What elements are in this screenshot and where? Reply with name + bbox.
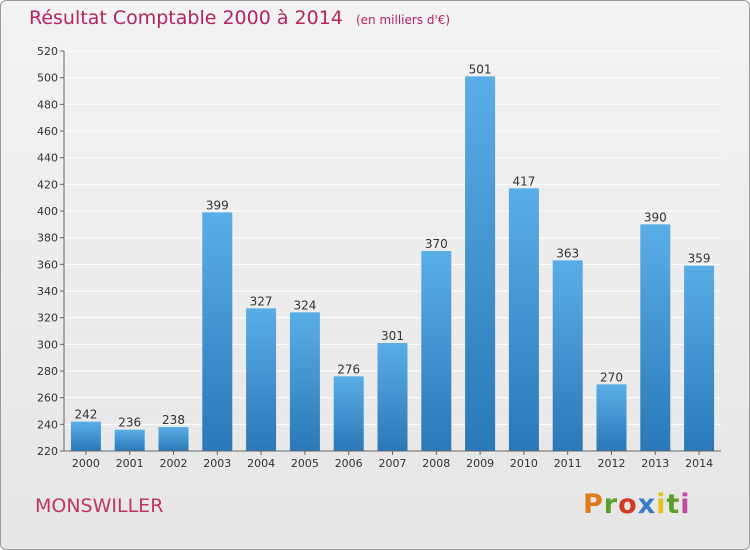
bar-value-label: 359 (688, 252, 711, 266)
bar-value-label: 501 (469, 62, 492, 76)
x-tick-label: 2012 (598, 457, 626, 470)
x-tick-label: 2013 (641, 457, 669, 470)
y-tick-label: 460 (37, 125, 58, 138)
brand-letter: P (583, 489, 604, 520)
bar-value-label: 370 (425, 237, 448, 251)
y-tick-label: 480 (37, 98, 58, 111)
bar (684, 265, 715, 451)
x-tick-label: 2010 (510, 457, 538, 470)
y-tick-label: 520 (37, 45, 58, 58)
bar-value-label: 242 (74, 408, 97, 422)
bar-value-label: 270 (600, 370, 623, 384)
bar-value-label: 363 (556, 246, 579, 260)
bar (377, 343, 408, 451)
brand-letter: r (603, 489, 619, 520)
y-tick-label: 400 (37, 205, 58, 218)
x-tick-label: 2014 (685, 457, 713, 470)
y-tick-label: 220 (37, 445, 58, 458)
bar (246, 308, 277, 451)
x-tick-label: 2008 (422, 457, 450, 470)
bar-value-label: 399 (206, 198, 229, 212)
bar (333, 376, 364, 451)
x-tick-label: 2009 (466, 457, 494, 470)
brand-letter: i (656, 489, 667, 520)
x-tick-label: 2006 (335, 457, 363, 470)
x-tick-label: 2003 (203, 457, 231, 470)
bar-value-label: 276 (337, 362, 360, 376)
y-tick-label: 280 (37, 365, 58, 378)
bar (552, 260, 583, 451)
x-tick-label: 2005 (291, 457, 319, 470)
bar-value-label: 327 (250, 294, 273, 308)
bar (421, 251, 452, 451)
x-tick-label: 2002 (160, 457, 188, 470)
bar (202, 212, 233, 451)
bars: 242 236 238 399 327 324 276 301 370 501 417 363 270 3… (70, 62, 715, 452)
y-tick-label: 300 (37, 338, 58, 351)
bar-value-label: 324 (293, 298, 316, 312)
bar (114, 429, 145, 451)
chart-title: Résultat Comptable 2000 à 2014 (29, 7, 343, 29)
y-tick-label: 320 (37, 312, 58, 325)
y-tick-label: 340 (37, 285, 58, 298)
y-tick-label: 360 (37, 258, 58, 271)
bar (596, 384, 627, 451)
y-tick-label: 440 (37, 152, 58, 165)
x-tick-label: 2004 (247, 457, 275, 470)
bar-value-label: 417 (512, 174, 535, 188)
bar-value-label: 238 (162, 413, 185, 427)
y-tick-label: 500 (37, 72, 58, 85)
bar-value-label: 390 (644, 210, 667, 224)
x-tick-label: 2001 (116, 457, 144, 470)
y-tick-label: 260 (37, 392, 58, 405)
x-tick-label: 2000 (72, 457, 100, 470)
x-tick-label: 2007 (379, 457, 407, 470)
bar-value-label: 301 (381, 329, 404, 343)
y-tick-label: 380 (37, 232, 58, 245)
bar (70, 421, 101, 451)
axes: 220 240 260 280 300 320 340 360 380 400 420 440 460 4… (37, 45, 721, 470)
chart-unit-label: (en milliers d'€) (355, 13, 451, 27)
bar (465, 76, 496, 451)
brand-letter: t (666, 489, 681, 520)
bar (158, 427, 189, 451)
y-tick-label: 240 (37, 418, 58, 431)
bar-value-label: 236 (118, 416, 141, 430)
brand-logo: Proxiti (583, 489, 691, 520)
chart-title-block: Résultat Comptable 2000 à 2014 (en milli… (29, 7, 450, 29)
x-tick-label: 2011 (554, 457, 582, 470)
bar (508, 188, 539, 452)
location-name: MONSWILLER (35, 495, 164, 517)
bar (289, 312, 320, 451)
brand-letter: i (680, 489, 691, 520)
brand-letter: o (618, 489, 638, 520)
bar (640, 224, 671, 451)
y-tick-label: 420 (37, 178, 58, 191)
brand-letter: x (637, 489, 657, 520)
